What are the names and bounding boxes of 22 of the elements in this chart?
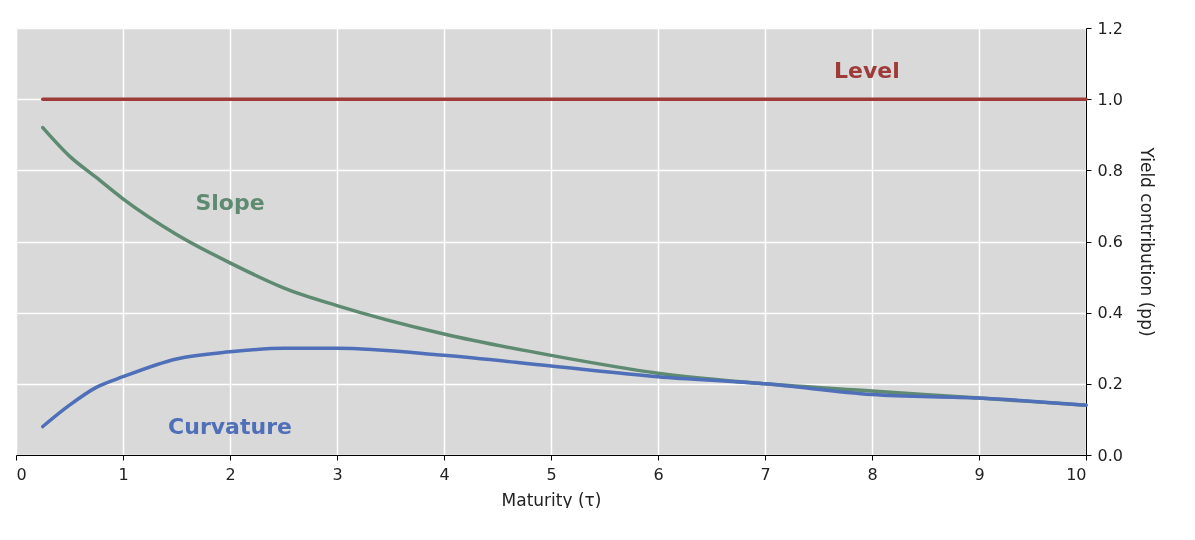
y-tick-label: 0.6 <box>1097 232 1123 251</box>
x-tick-label: 3 <box>332 464 343 484</box>
series-label: Level <box>834 58 900 84</box>
x-tick-label: 10 <box>1066 464 1087 484</box>
x-tick-label: 4 <box>439 464 450 484</box>
y-tick-label: 0.4 <box>1097 303 1123 323</box>
y-tick-label: 1.0 <box>1097 89 1123 109</box>
text: Curvature <box>168 413 292 439</box>
x-tick-label: 6 <box>653 464 664 484</box>
y-tick-label: 0.0 <box>1097 445 1123 465</box>
series-label: Slope <box>195 189 265 215</box>
x-tick-label: 0 <box>16 464 27 484</box>
y-tick-label: 1.2 <box>1097 18 1123 38</box>
x-tick-label: 9 <box>974 464 985 484</box>
x-tick-label: 5 <box>546 464 557 484</box>
y-axis-title: Yield contribution (pp) <box>1136 146 1157 337</box>
x-tick-label: 1 <box>118 464 129 484</box>
x-tick-label: 2 <box>225 464 236 484</box>
x-tick-label: 8 <box>867 464 878 484</box>
x-tick-label: 7 <box>760 464 771 484</box>
y-tick-label: 0.2 <box>1097 374 1123 394</box>
y-tick-label: 0.8 <box>1097 160 1123 180</box>
